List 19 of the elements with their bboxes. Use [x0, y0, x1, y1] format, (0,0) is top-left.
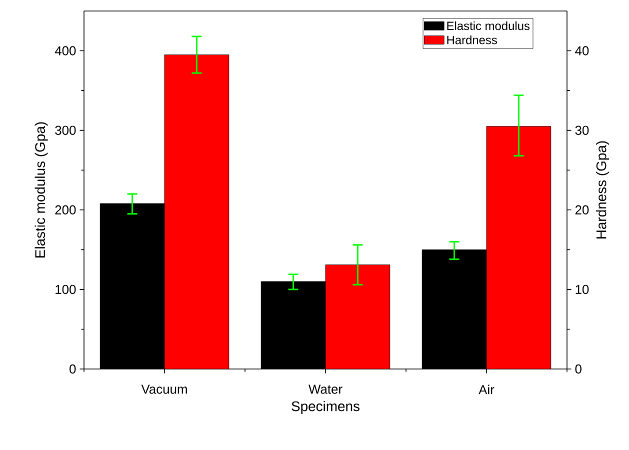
y-tick-label: 400: [54, 46, 76, 56]
x-tick-label: Air: [478, 384, 494, 394]
y-axis-title: Elastic modulus (Gpa): [34, 122, 48, 258]
x-tick-label: Water: [308, 384, 342, 394]
y2-tick-label: 30: [575, 126, 589, 135]
legend-label: Elastic modulus: [447, 21, 530, 30]
y2-tick-label: 20: [575, 205, 589, 214]
y-tick-label: 100: [56, 284, 76, 294]
y2-tick-label: 0: [575, 364, 582, 374]
x-axis-title: Specimens: [292, 400, 360, 414]
y-tick-label: 200: [55, 205, 76, 214]
y2-tick-label: 40: [575, 46, 589, 56]
y2-axis-title: Hardness (Gpa): [596, 141, 610, 238]
y2-tick-label: 10: [576, 284, 589, 294]
y-tick-label: 300: [55, 126, 76, 135]
x-tick-label: Vacuum: [141, 384, 187, 394]
y-tick-label: 0: [70, 364, 76, 374]
legend-label: Hardness: [447, 35, 498, 44]
bar: [486, 126, 552, 369]
